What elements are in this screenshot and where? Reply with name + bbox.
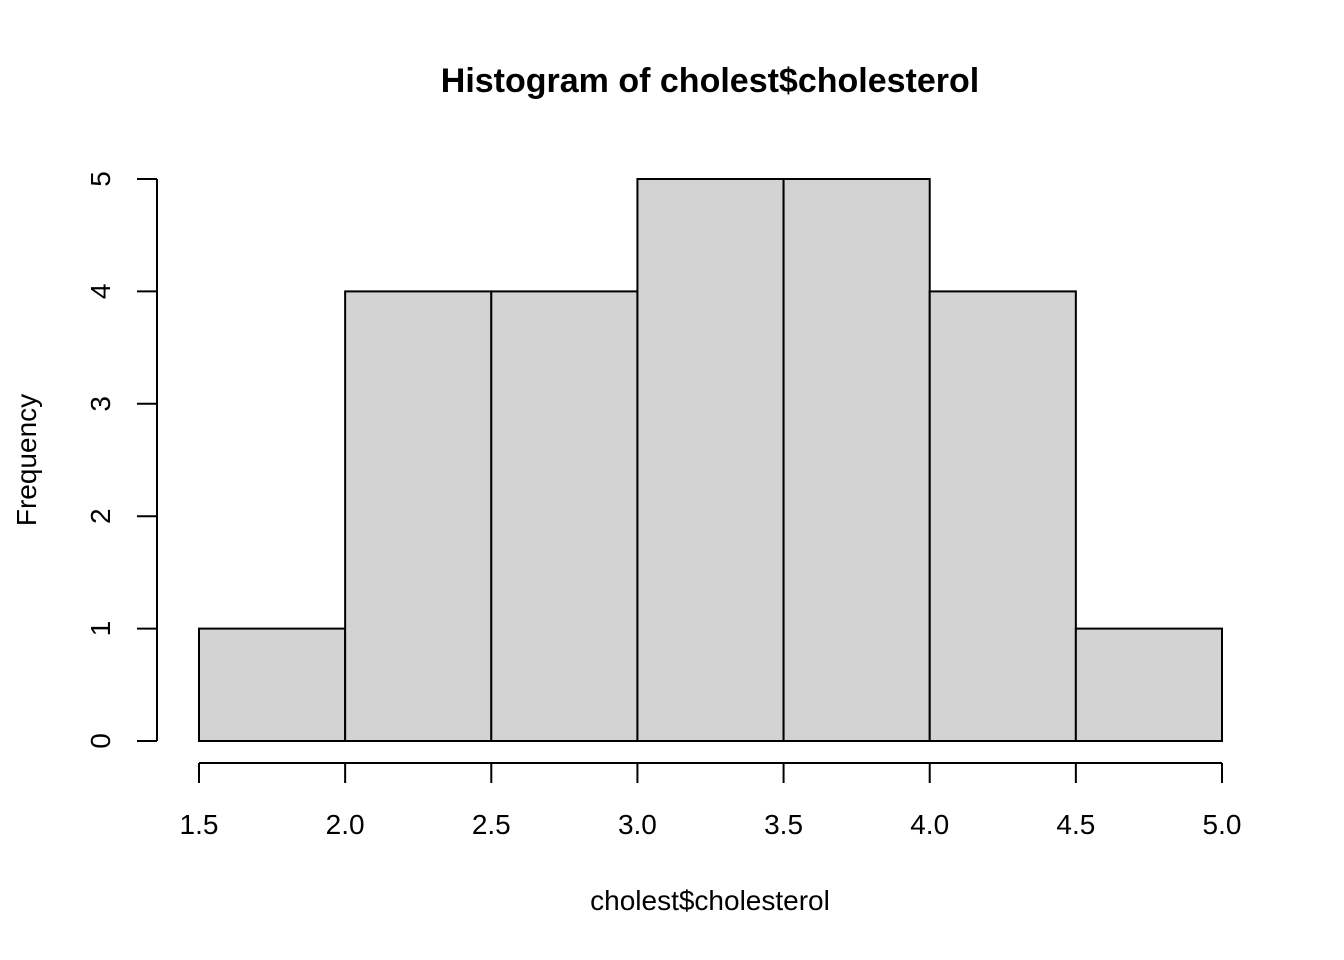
x-tick-label-5: 4.0 [910,809,949,840]
y-tick-label-3: 3 [85,396,116,412]
chart-title: Histogram of cholest$cholesterol [441,62,979,100]
y-tick-label-5: 5 [85,171,116,187]
y-tick-label-4: 4 [85,284,116,300]
y-axis-label: Frequency [11,394,42,526]
x-tick-label-3: 3.0 [618,809,657,840]
x-tick-label-2: 2.5 [472,809,511,840]
histogram-bar-5 [928,290,1077,742]
histogram-bar-4 [782,178,931,742]
histogram-bar-6 [1074,627,1224,742]
y-axis: 0 1 2 3 4 5 [85,171,158,749]
y-tick-label-0: 0 [85,733,116,749]
x-tick-label-6: 4.5 [1056,809,1095,840]
x-tick-label-4: 3.5 [764,809,803,840]
histogram-bar-3 [636,178,785,742]
y-tick-label-1: 1 [85,621,116,637]
histogram-bar-0 [198,627,347,742]
y-tick-label-2: 2 [85,508,116,524]
histogram-bar-2 [490,290,639,742]
x-axis: 1.5 2.0 2.5 3.0 3.5 4.0 4.5 5.0 [180,762,1242,840]
x-axis-label: cholest$cholesterol [590,885,830,916]
x-tick-label-0: 1.5 [180,809,219,840]
x-tick-label-1: 2.0 [326,809,365,840]
x-tick-label-7: 5.0 [1203,809,1242,840]
bars-group [198,178,1224,742]
histogram-bar-1 [344,290,493,742]
